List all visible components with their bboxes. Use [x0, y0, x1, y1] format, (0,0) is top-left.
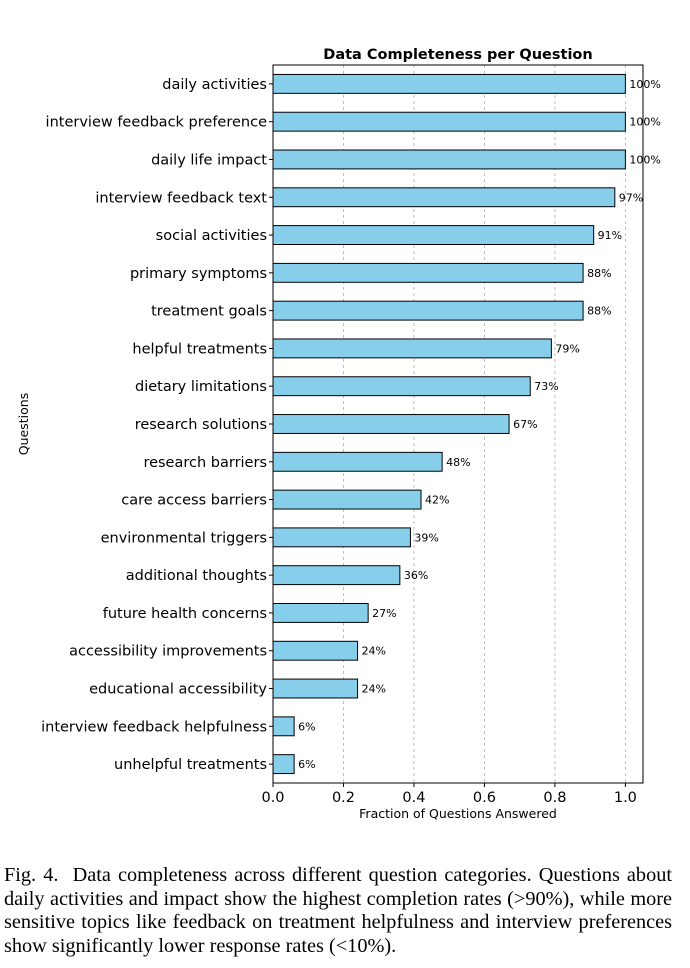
bar [272, 149, 626, 170]
data-label: 88% [587, 267, 611, 280]
data-labels: 100% 100% 100% 97% 91% 88% 88% 79% 73% 67% 48% 42% 3… [298, 78, 661, 771]
data-label: 88% [587, 305, 611, 318]
data-label: 73% [534, 380, 558, 393]
y-tick-label: social activities [156, 228, 267, 244]
bar [272, 754, 295, 775]
bar [272, 565, 401, 586]
bar [272, 527, 411, 548]
y-tick-label: care access barriers [121, 493, 267, 509]
y-tick-label: research solutions [135, 417, 267, 433]
y-tick-label: treatment goals [151, 304, 267, 320]
plot-frame [272, 64, 644, 784]
caption-text: Data completeness across different quest… [4, 864, 672, 957]
data-label: 48% [446, 456, 470, 469]
y-tick-label: dietary limitations [135, 379, 267, 395]
data-label: 100% [629, 78, 660, 91]
data-label: 27% [372, 607, 396, 620]
y-tick-label: research barriers [143, 455, 267, 471]
bar [272, 716, 295, 737]
bar [272, 451, 443, 472]
data-label: 39% [414, 531, 438, 544]
bar [272, 111, 626, 132]
bar [272, 376, 531, 397]
bars [272, 73, 626, 775]
bar [272, 338, 552, 359]
x-tick-label: 0.6 [473, 790, 496, 806]
y-tick-label: unhelpful treatments [114, 757, 267, 773]
bar-chart: 100% 100% 100% 97% 91% 88% 88% 79% 73% 67% 48% 42% 3… [16, 47, 661, 821]
data-label: 100% [629, 153, 660, 166]
bar [272, 640, 359, 661]
data-label: 36% [404, 569, 428, 582]
data-label: 79% [555, 342, 579, 355]
data-label: 42% [425, 494, 449, 507]
y-tick-label: future health concerns [103, 606, 267, 622]
bar [272, 225, 595, 246]
caption-label: Fig. 4. [4, 864, 59, 886]
bar [272, 489, 422, 510]
data-label: 6% [298, 758, 315, 771]
y-tick-label: daily activities [162, 77, 267, 93]
y-tick-label: interview feedback helpfulness [41, 719, 267, 735]
data-label: 24% [362, 645, 386, 658]
x-tick-label: 0.2 [332, 790, 355, 806]
y-tick-labels: daily activities interview feedback prefe… [41, 77, 273, 773]
bar [272, 187, 616, 208]
y-tick-label: environmental triggers [101, 530, 267, 546]
y-tick-label: additional thoughts [126, 568, 267, 584]
y-tick-label: helpful treatments [132, 341, 267, 357]
y-tick-label: interview feedback text [95, 190, 267, 206]
x-tick-label: 1.0 [614, 790, 637, 806]
data-label: 67% [513, 418, 537, 431]
x-tick-label: 0.8 [543, 790, 566, 806]
y-axis-label: Questions [16, 393, 31, 455]
y-tick-label: educational accessibility [89, 682, 267, 698]
bar [272, 73, 626, 94]
data-label: 24% [362, 683, 386, 696]
data-label: 100% [629, 116, 660, 129]
bar [272, 678, 359, 699]
x-tick-label: 0.0 [261, 790, 284, 806]
bar [272, 300, 584, 321]
x-tick-label: 0.4 [402, 790, 425, 806]
data-label: 91% [598, 229, 622, 242]
data-label: 6% [298, 720, 315, 733]
data-label: 97% [619, 191, 643, 204]
chart-title: Data Completeness per Question [323, 47, 592, 63]
x-axis-label: Fraction of Questions Answered [359, 806, 557, 821]
x-tick-labels: 0.0 0.2 0.4 0.6 0.8 1.0 [261, 783, 637, 806]
figure-caption: Fig. 4. Data completeness across differe… [4, 864, 672, 958]
y-tick-label: interview feedback preference [46, 115, 268, 131]
bar [272, 262, 584, 283]
y-tick-label: daily life impact [151, 152, 267, 168]
y-tick-label: accessibility improvements [69, 644, 267, 660]
y-tick-label: primary symptoms [130, 266, 267, 282]
bar [272, 414, 510, 434]
bar [272, 603, 369, 623]
